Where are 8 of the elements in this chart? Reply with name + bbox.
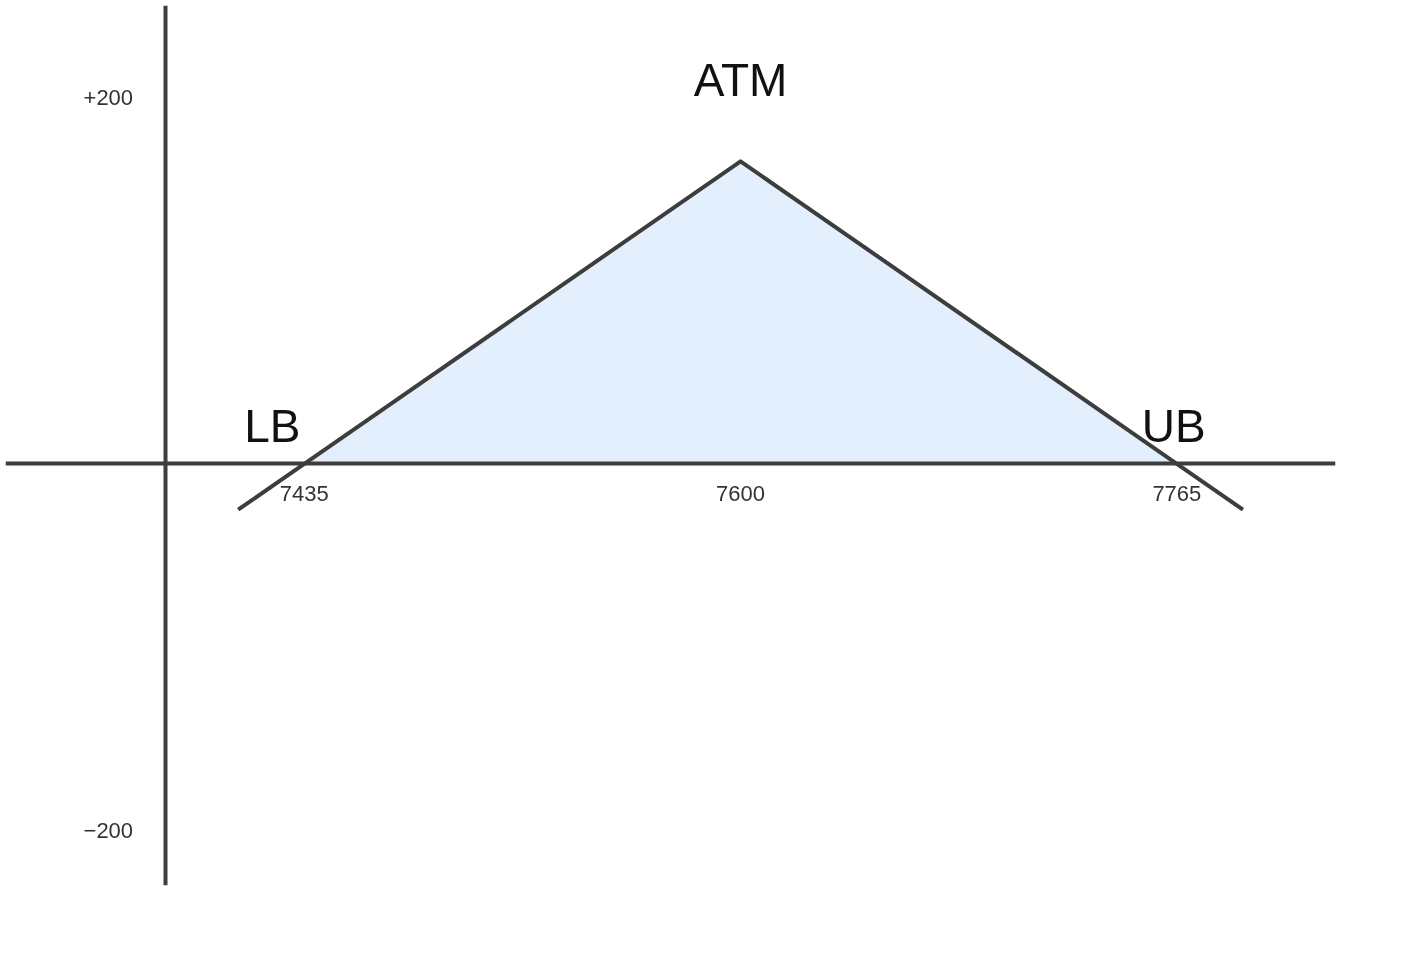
y-tick-label: −200 xyxy=(83,818,134,843)
annotation: ATM xyxy=(693,54,788,107)
x-tick-label: 7765 xyxy=(1152,480,1202,506)
x-tick-label: 7600 xyxy=(716,480,766,506)
annotation: LB xyxy=(244,399,301,452)
y-tick-label: +200 xyxy=(83,84,134,110)
annotation: UB xyxy=(1141,399,1206,452)
x-tick-label: 7435 xyxy=(279,480,329,506)
